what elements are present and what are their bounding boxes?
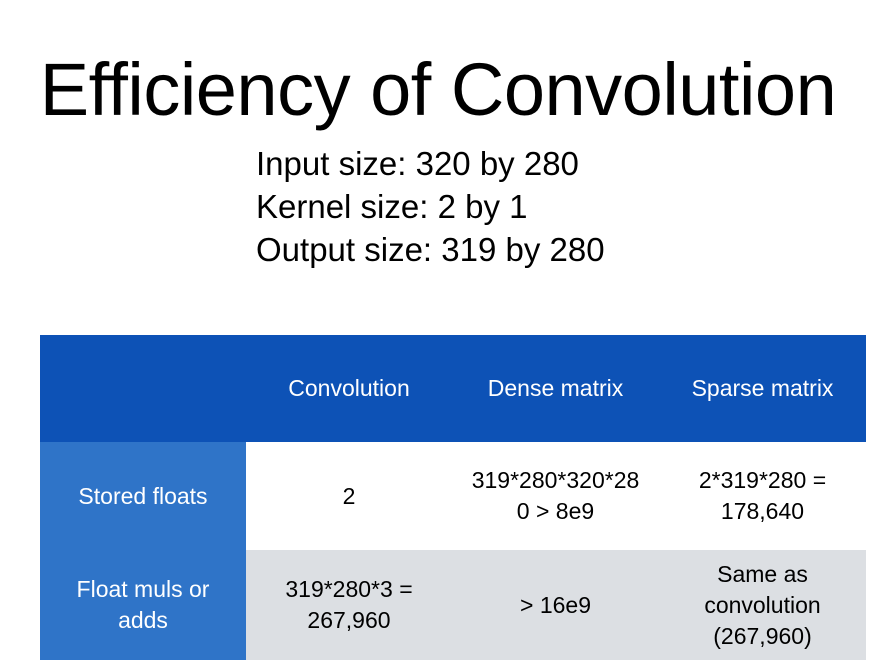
output-size-text: Output size: 319 by 280 [256, 231, 605, 268]
corner-cell [40, 335, 246, 442]
cell-line: > 16e9 [520, 591, 591, 618]
problem-parameters: Input size: 320 by 280 Kernel size: 2 by… [256, 142, 605, 271]
cell-line: 2 [342, 482, 356, 509]
row-header-stored-floats: Stored floats [40, 442, 246, 550]
column-header-sparse-matrix: Sparse matrix [659, 335, 866, 442]
cell-float-ops-sparse: Same as convolution (267,960) [659, 550, 866, 660]
cell-line: convolution [704, 591, 821, 618]
input-size-text: Input size: 320 by 280 [256, 145, 579, 182]
cell-float-ops-dense: > 16e9 [452, 550, 659, 660]
row-header-line: Float muls or [76, 576, 210, 602]
cell-line: (267,960) [713, 622, 812, 649]
cell-stored-floats-convolution: 2 [246, 442, 452, 550]
column-header-convolution: Convolution [246, 335, 452, 442]
cell-stored-floats-sparse: 2*319*280 = 178,640 [659, 442, 866, 550]
row-header-float-ops: Float muls or adds [40, 550, 246, 660]
table-header-row: Convolution Dense matrix Sparse matrix [40, 335, 866, 442]
cell-line: 0 > 8e9 [516, 498, 595, 524]
cell-line: 267,960 [307, 607, 391, 633]
cell-line: 178,640 [720, 498, 805, 524]
slide-title: Efficiency of Convolution [39, 48, 837, 131]
cell-float-ops-convolution: 319*280*3 = 267,960 [246, 550, 452, 660]
table-row-stored-floats: Stored floats 2 319*280*320*28 0 > 8e9 2… [40, 442, 866, 550]
efficiency-comparison-table: Convolution Dense matrix Sparse matrix S… [40, 335, 866, 660]
cell-line: 319*280*3 = [285, 576, 413, 602]
cell-stored-floats-dense: 319*280*320*28 0 > 8e9 [452, 442, 659, 550]
kernel-size-text: Kernel size: 2 by 1 [256, 188, 528, 225]
cell-line: 2*319*280 = [698, 467, 827, 493]
row-header-line: adds [118, 607, 168, 633]
table-row-float-ops: Float muls or adds 319*280*3 = 267,960 >… [40, 550, 866, 660]
cell-line: 319*280*320*28 [471, 467, 640, 493]
cell-line: Same as [717, 560, 808, 587]
column-header-dense-matrix: Dense matrix [452, 335, 659, 442]
